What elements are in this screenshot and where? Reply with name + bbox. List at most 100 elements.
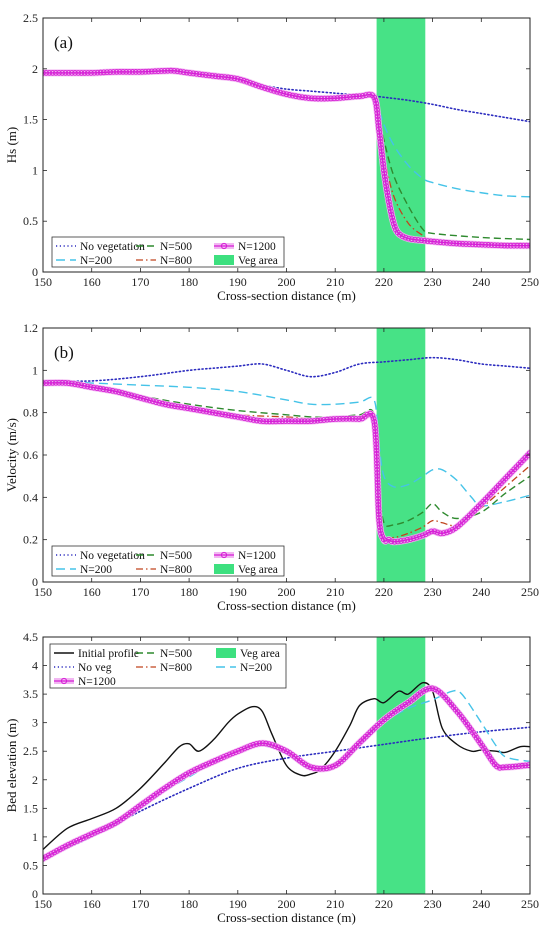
x-tick-label: 160 — [83, 275, 101, 289]
series-point-n1200 — [450, 240, 457, 247]
series-point-n1200 — [501, 242, 508, 249]
series-point-n1200 — [390, 217, 396, 224]
series-point-n1200 — [229, 750, 236, 757]
series-point-n1200 — [459, 241, 466, 247]
series-point-n1200 — [522, 762, 529, 769]
series-point-n1200 — [273, 418, 279, 425]
legend: Initial profile N=500 Veg area No veg N=800 N… — [49, 643, 287, 689]
x-tick-label: 200 — [278, 275, 296, 289]
series-point-n1200 — [247, 743, 254, 749]
series-point-n1200 — [511, 242, 517, 249]
x-axis-label: Cross-section distance (m) — [217, 598, 356, 613]
series-point-n1200 — [343, 415, 350, 422]
series-point-n1200 — [289, 418, 295, 425]
series-point-n1200 — [375, 119, 382, 126]
series-point-n1200 — [389, 214, 396, 221]
series-point-n1200 — [349, 415, 356, 422]
series-point-n1200 — [156, 400, 163, 406]
series-point-n1200 — [85, 832, 92, 839]
series-point-n1200 — [183, 69, 190, 76]
series-point-n1200 — [311, 765, 317, 771]
series-point-n1200 — [222, 411, 229, 418]
x-tick-label: 240 — [472, 897, 490, 911]
series-point-n1200 — [298, 418, 305, 425]
legend-label: N=200 — [80, 564, 112, 576]
series-point-n1200 — [377, 524, 383, 531]
series-point-n1200 — [206, 409, 213, 415]
series-point-n1200 — [377, 138, 384, 145]
veg-area-band — [376, 637, 426, 894]
series-point-n1200 — [48, 851, 55, 857]
series-point-n1200 — [140, 395, 147, 402]
series-point-n1200 — [43, 380, 46, 386]
legend-label: N=1200 — [238, 550, 276, 562]
series-point-n1200 — [371, 94, 378, 101]
series-point-n1200 — [443, 529, 450, 536]
series-point-n1200 — [326, 764, 333, 771]
x-ticks: 150 160 170 180 190 200 210 220 230 240 250 — [34, 328, 539, 599]
series-point-n1200 — [379, 151, 385, 158]
series-point-n1200 — [380, 161, 386, 167]
legend-item: N=1200 — [214, 241, 276, 253]
series-point-n1200 — [97, 827, 104, 834]
series-point-n1200 — [385, 195, 392, 202]
legend-swatch-veg — [214, 255, 234, 265]
panel-letter: (b) — [54, 343, 74, 362]
series-point-n1200 — [421, 237, 428, 244]
series-point-n1200 — [426, 685, 432, 692]
series-point-n1200 — [244, 415, 251, 422]
x-tick-label: 190 — [229, 275, 247, 289]
series-point-n1200 — [377, 527, 384, 534]
series-point-n1200 — [372, 428, 379, 435]
series-point-n1200 — [197, 764, 204, 771]
series-point-n1200 — [373, 447, 380, 454]
x-tick-label: 160 — [83, 897, 101, 911]
series-point-n1200 — [376, 126, 382, 132]
y-tick-label: 1.2 — [23, 321, 38, 335]
series-point-n1200 — [143, 396, 150, 403]
series-point-n1200 — [104, 69, 110, 76]
series-point-n1200 — [374, 457, 380, 463]
series-point-n1200 — [68, 840, 75, 847]
y-tick-label: 0.6 — [23, 448, 38, 462]
series-point-n1200 — [379, 157, 386, 164]
series-point-n1200 — [199, 71, 206, 78]
series-point-n1200 — [237, 76, 244, 83]
series-point-n1200 — [485, 242, 492, 248]
series-point-n1200 — [302, 761, 308, 768]
series-point-n1200 — [106, 387, 113, 394]
series-point-n1200 — [410, 535, 417, 542]
series-point-n1200 — [279, 418, 286, 425]
series-point-n1200 — [223, 752, 230, 759]
series-point-n1200 — [375, 498, 382, 505]
y-tick-label: 1.5 — [23, 801, 38, 815]
series-point-n1200 — [374, 113, 381, 120]
series-point-n1200 — [193, 70, 200, 77]
series-point-n1200 — [132, 69, 139, 75]
series-point-n1200 — [343, 94, 350, 101]
series-point-n1200 — [171, 403, 178, 409]
series-point-n1200 — [275, 744, 281, 751]
series-point-n1200 — [278, 745, 284, 752]
series-point-n1200 — [112, 388, 119, 395]
series-point-n1200 — [299, 94, 306, 101]
series-point-n1200 — [402, 234, 409, 241]
series-point-n1200 — [377, 135, 383, 142]
series-point-n1200 — [352, 416, 359, 422]
series-point-n1200 — [374, 476, 381, 483]
series-point-n1200 — [91, 829, 98, 836]
series-point-n1200 — [388, 538, 395, 545]
series-point-n1200 — [412, 236, 418, 243]
y-tick-label: 0 — [32, 887, 38, 901]
series-point-n1200 — [243, 78, 250, 85]
series-point-n1200 — [269, 418, 276, 425]
series-point-n1200 — [74, 837, 80, 844]
series-point-n1200 — [374, 482, 381, 489]
series-point-n1200 — [378, 145, 385, 151]
series-point-n1200 — [206, 760, 212, 767]
series-point-n1200 — [383, 183, 390, 189]
x-tick-label: 220 — [375, 585, 393, 599]
series-point-n1200 — [238, 414, 244, 421]
series-point-n1200 — [374, 466, 381, 473]
series-point-n1200 — [218, 73, 225, 80]
